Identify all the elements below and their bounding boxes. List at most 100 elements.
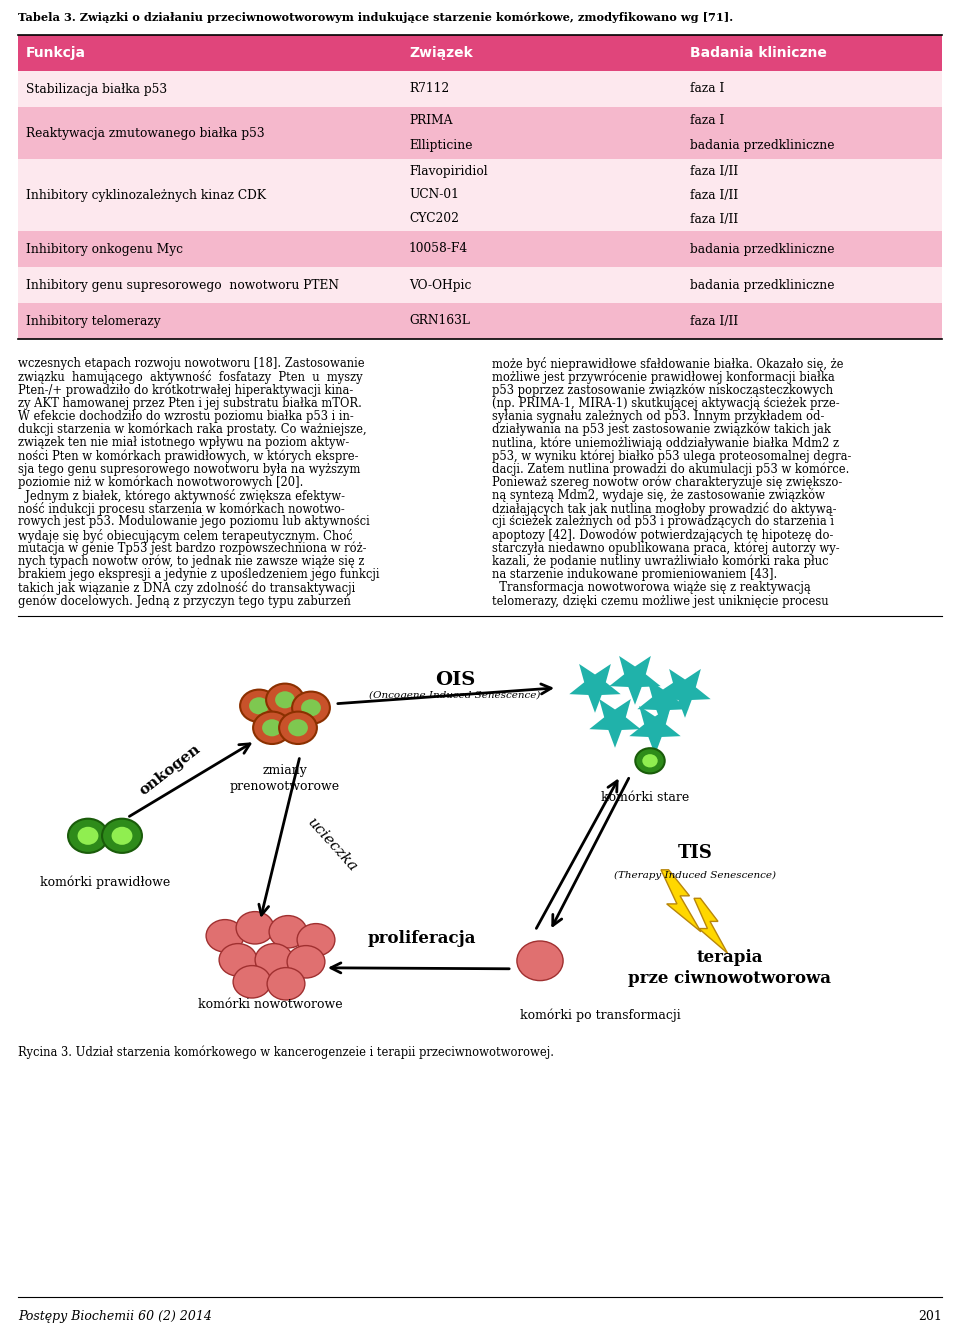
Ellipse shape [287,946,324,978]
Ellipse shape [102,819,142,853]
Text: działywania na p53 jest zastosowanie związków takich jak: działywania na p53 jest zastosowanie zwi… [492,423,830,437]
Ellipse shape [516,941,564,980]
Text: sja tego genu supresorowego nowotworu była na wyższym: sja tego genu supresorowego nowotworu by… [18,463,360,475]
Text: (Therapy Induced Senescence): (Therapy Induced Senescence) [614,871,776,880]
Ellipse shape [253,712,291,744]
Ellipse shape [262,720,282,737]
Text: zy AKT hamowanej przez Pten i jej substratu białka mTOR.: zy AKT hamowanej przez Pten i jej substr… [18,397,362,410]
Ellipse shape [292,692,330,724]
Bar [18,232,942,267]
Text: dukcji starzenia w komórkach raka prostaty. Co ważniejsze,: dukcji starzenia w komórkach raka prosta… [18,423,367,437]
Text: Reaktywacja zmutowanego białka p53: Reaktywacja zmutowanego białka p53 [26,127,265,139]
Text: p53 poprzez zastosowanie związków niskocząsteczkowych: p53 poprzez zastosowanie związków niskoc… [492,384,833,397]
Text: Funkcja: Funkcja [26,46,86,60]
Text: cji ścieżek zależnych od p53 i prowadzących do starzenia i: cji ścieżek zależnych od p53 i prowadząc… [492,516,834,528]
Text: faza I/II: faza I/II [690,315,738,328]
Text: (Oncogene Induced Senescence): (Oncogene Induced Senescence) [370,691,540,700]
Text: komórki prawidłowe: komórki prawidłowe [40,876,170,889]
Text: badania przedkliniczne: badania przedkliniczne [690,279,834,291]
Text: genów docelowych. Jedną z przyczyn tego typu zaburzeń: genów docelowych. Jedną z przyczyn tego … [18,594,350,609]
Ellipse shape [267,967,305,1000]
Text: W efekcie dochodziło do wzrostu poziomu białka p53 i in-: W efekcie dochodziło do wzrostu poziomu … [18,410,353,423]
Text: Pten-/+ prowadziło do krótkotrwałej hiperaktywacji kina-: Pten-/+ prowadziło do krótkotrwałej hipe… [18,384,353,397]
Ellipse shape [78,827,99,845]
Ellipse shape [255,943,293,976]
Text: działających tak jak nutlina mogłoby prowadzić do aktywą-: działających tak jak nutlina mogłoby pro… [492,503,836,516]
Text: komórki nowotworowe: komórki nowotworowe [198,998,343,1011]
Ellipse shape [276,691,295,708]
Text: Postępy Biochemii 60 (2) 2014: Postępy Biochemii 60 (2) 2014 [18,1310,212,1323]
Text: syłania sygnału zależnych od p53. Innym przykładem od-: syłania sygnału zależnych od p53. Innym … [492,410,825,423]
Text: faza I: faza I [690,82,725,95]
Ellipse shape [269,916,307,949]
Bar [18,159,942,232]
Polygon shape [589,699,640,747]
Ellipse shape [301,700,321,716]
Text: komórki po transformacji: komórki po transformacji [519,1009,681,1023]
Text: faza I/II: faza I/II [690,188,738,201]
Text: proliferacja: proliferacja [368,930,476,947]
Text: GRN163L: GRN163L [409,315,469,328]
Ellipse shape [219,943,257,976]
Text: Ellipticine: Ellipticine [409,139,472,152]
Text: onkogen: onkogen [136,742,204,798]
Ellipse shape [236,912,274,945]
Text: nych typach nowotw orów, to jednak nie zawsze wiąże się z: nych typach nowotw orów, to jednak nie z… [18,556,365,569]
Text: telomerazy, dzięki czemu możliwe jest uniknięcie procesu: telomerazy, dzięki czemu możliwe jest un… [492,594,828,607]
Text: Ponieważ szereg nowotw orów charakteryzuje się zwiększo-: Ponieważ szereg nowotw orów charakteryzu… [492,476,842,490]
Text: zmiany
prenowotworowe: zmiany prenowotworowe [230,763,340,792]
Polygon shape [661,869,701,931]
Text: 10058-F4: 10058-F4 [409,242,468,255]
Text: Transformacja nowotworowa wiąże się z reaktywacją: Transformacja nowotworowa wiąże się z re… [492,581,811,594]
Text: poziomie niż w komórkach nowotworowych [20].: poziomie niż w komórkach nowotworowych [… [18,476,303,490]
Text: Inhibitory onkogenu Myc: Inhibitory onkogenu Myc [26,242,183,255]
Text: możliwe jest przywrócenie prawidłowej konformacji białka: możliwe jest przywrócenie prawidłowej ko… [492,370,835,384]
Text: może być nieprawidłowe sfałdowanie białka. Okazało się, że: może być nieprawidłowe sfałdowanie białk… [492,357,844,370]
Ellipse shape [636,749,664,774]
Text: PRIMA: PRIMA [409,114,452,127]
Text: faza I/II: faza I/II [690,213,738,225]
Text: wydaje się być obiecującym celem terapeutycznym. Choć: wydaje się być obiecującym celem terapeu… [18,529,352,542]
Ellipse shape [68,819,108,853]
Text: mutacja w genie Tp53 jest bardzo rozpowszechniona w róż-: mutacja w genie Tp53 jest bardzo rozpows… [18,542,367,556]
Text: 201: 201 [918,1310,942,1323]
Text: ucieczka: ucieczka [304,815,360,875]
Bar [18,107,942,159]
Text: związku  hamującego  aktywność  fosfatazy  Pten  u  myszy: związku hamującego aktywność fosfatazy P… [18,370,363,384]
Ellipse shape [206,919,244,953]
Text: R7112: R7112 [409,82,449,95]
Text: kazali, że podanie nutliny uwrażliwiało komórki raka płuc: kazali, że podanie nutliny uwrażliwiało … [492,556,828,569]
Polygon shape [660,669,710,718]
Text: ność indukcji procesu starzenia w komórkach nowotwo-: ność indukcji procesu starzenia w komórk… [18,503,345,516]
Text: TIS: TIS [678,844,712,863]
Ellipse shape [111,827,132,845]
Text: na starzenie indukowane promieniowaniem [43].: na starzenie indukowane promieniowaniem … [492,568,778,581]
Text: badania przedkliniczne: badania przedkliniczne [690,139,834,152]
Text: UCN-01: UCN-01 [409,188,459,201]
Text: wczesnych etapach rozwoju nowotworu [18]. Zastosowanie: wczesnych etapach rozwoju nowotworu [18]… [18,357,365,370]
Text: Jednym z białek, którego aktywność zwiększa efektyw-: Jednym z białek, którego aktywność zwięk… [18,490,345,503]
Text: brakiem jego ekspresji a jedynie z upośledzeniem jego funkcji: brakiem jego ekspresji a jedynie z upośl… [18,568,379,581]
Text: Związek: Związek [409,46,472,60]
Text: Tabela 3. Związki o działaniu przeciwnowotworowym indukujące starzenie komórkowe: Tabela 3. Związki o działaniu przeciwnow… [18,12,733,22]
Text: Inhibitory telomerazy: Inhibitory telomerazy [26,315,160,328]
Text: badania przedkliniczne: badania przedkliniczne [690,242,834,255]
Text: faza I: faza I [690,114,725,127]
Text: starczyła niedawno opublikowana praca, której autorzy wy-: starczyła niedawno opublikowana praca, k… [492,542,840,556]
Bar [18,71,942,107]
Ellipse shape [279,712,317,744]
Text: Badania kliniczne: Badania kliniczne [690,46,827,60]
Polygon shape [637,679,688,728]
Bar [18,34,942,71]
Text: Inhibitory cyklinozależnych kinaz CDK: Inhibitory cyklinozależnych kinaz CDK [26,188,266,201]
Text: rowych jest p53. Modulowanie jego poziomu lub aktywności: rowych jest p53. Modulowanie jego poziom… [18,516,370,528]
Ellipse shape [288,720,308,737]
Text: ną syntezą Mdm2, wydaje się, że zastosowanie związków: ną syntezą Mdm2, wydaje się, że zastosow… [492,490,825,503]
Polygon shape [610,656,660,705]
Text: komórki stare: komórki stare [601,791,689,804]
Polygon shape [569,664,621,713]
Text: (np. PRIMA-1, MIRA-1) skutkującej aktywacją ścieżek prze-: (np. PRIMA-1, MIRA-1) skutkującej aktywa… [492,397,840,410]
Text: Stabilizacja białka p53: Stabilizacja białka p53 [26,82,167,95]
Text: nutlina, które uniemożliwiają oddziaływanie białka Mdm2 z: nutlina, które uniemożliwiają oddziaływa… [492,437,839,450]
Text: takich jak wiązanie z DNA czy zdolność do transaktywacji: takich jak wiązanie z DNA czy zdolność d… [18,581,355,595]
